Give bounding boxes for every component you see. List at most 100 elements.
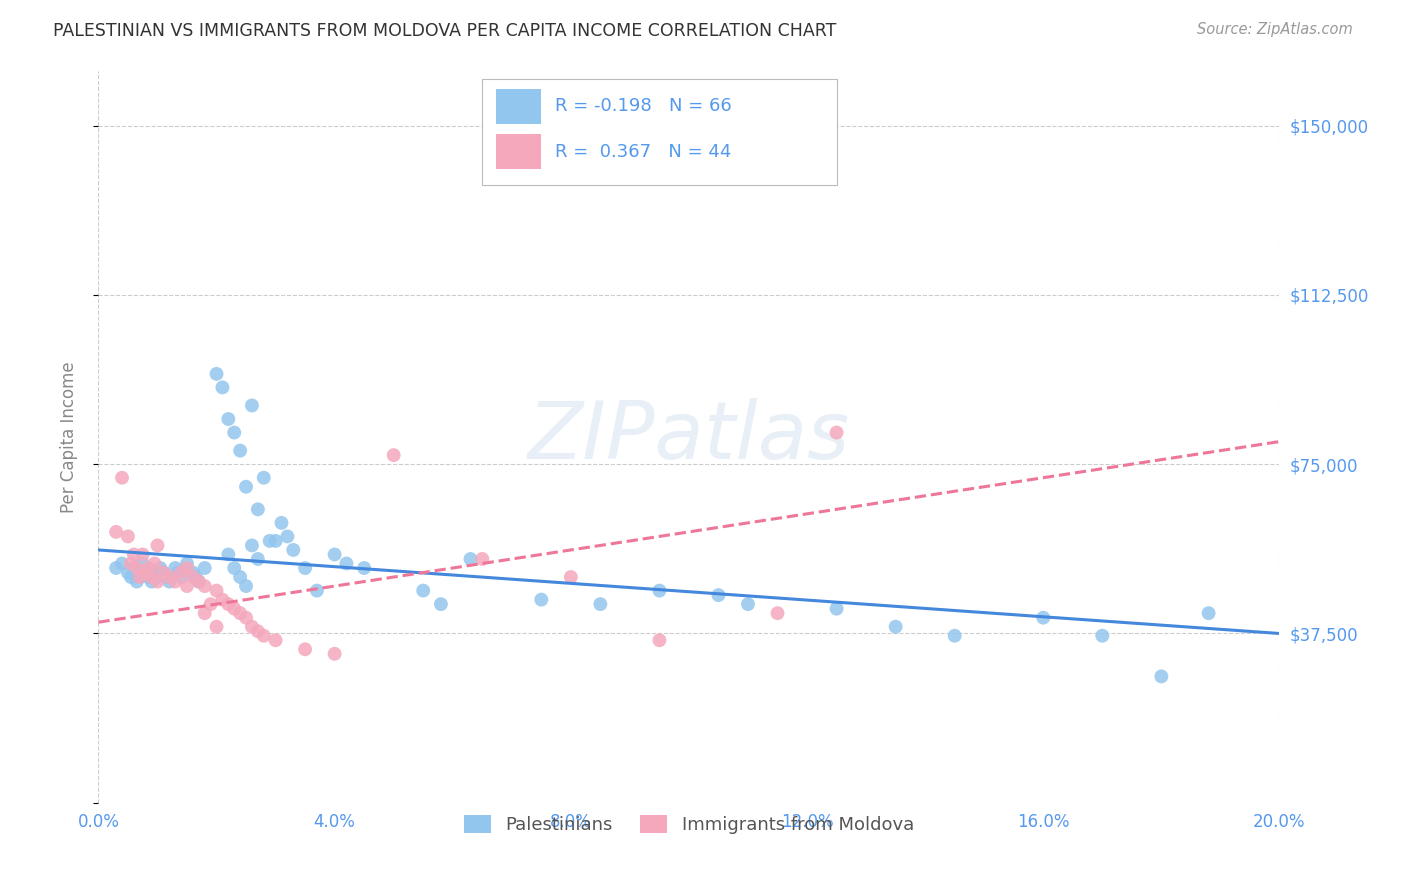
Point — [170, 570, 193, 584]
Point — [224, 425, 246, 440]
Point — [240, 620, 263, 634]
Point — [184, 570, 207, 584]
Point — [707, 588, 730, 602]
Point — [122, 548, 145, 562]
Point — [155, 570, 177, 584]
Point — [181, 566, 204, 580]
Point — [170, 566, 193, 580]
Point — [143, 557, 166, 571]
Point — [283, 543, 305, 558]
Point — [471, 552, 494, 566]
Point — [335, 557, 357, 571]
Point — [240, 538, 263, 552]
Text: ZIPatlas: ZIPatlas — [527, 398, 851, 476]
Point — [138, 561, 160, 575]
Point — [157, 574, 180, 589]
Point — [884, 620, 907, 634]
Point — [125, 574, 148, 589]
Text: PALESTINIAN VS IMMIGRANTS FROM MOLDOVA PER CAPITA INCOME CORRELATION CHART: PALESTINIAN VS IMMIGRANTS FROM MOLDOVA P… — [53, 22, 837, 40]
Point — [105, 524, 128, 539]
Point — [825, 601, 848, 615]
Point — [235, 579, 257, 593]
Point — [125, 561, 148, 575]
Point — [1198, 606, 1220, 620]
Point — [187, 574, 209, 589]
Point — [224, 561, 246, 575]
Point — [194, 606, 217, 620]
Point — [1091, 629, 1114, 643]
Point — [128, 570, 150, 584]
Text: R =  0.367   N = 44: R = 0.367 N = 44 — [555, 143, 733, 161]
Point — [152, 566, 174, 580]
FancyBboxPatch shape — [496, 89, 541, 124]
FancyBboxPatch shape — [482, 78, 837, 185]
Point — [253, 629, 276, 643]
Point — [229, 443, 252, 458]
Point — [430, 597, 453, 611]
Point — [181, 570, 204, 584]
Point — [560, 570, 582, 584]
Point — [132, 557, 155, 571]
Point — [141, 570, 163, 584]
Point — [235, 480, 257, 494]
Point — [157, 570, 180, 584]
Point — [294, 561, 316, 575]
Point — [205, 583, 228, 598]
Point — [111, 471, 134, 485]
Point — [353, 561, 375, 575]
Point — [132, 548, 155, 562]
Point — [146, 538, 169, 552]
Legend: Palestinians, Immigrants from Moldova: Palestinians, Immigrants from Moldova — [457, 807, 921, 841]
Point — [460, 552, 482, 566]
Point — [135, 566, 157, 580]
Point — [737, 597, 759, 611]
Point — [229, 606, 252, 620]
Point — [135, 566, 157, 580]
Point — [246, 502, 269, 516]
Point — [120, 570, 142, 584]
Text: Source: ZipAtlas.com: Source: ZipAtlas.com — [1197, 22, 1353, 37]
Point — [240, 399, 263, 413]
Point — [117, 529, 139, 543]
Point — [211, 592, 233, 607]
Point — [105, 561, 128, 575]
Point — [259, 533, 281, 548]
Y-axis label: Per Capita Income: Per Capita Income — [59, 361, 77, 513]
Point — [217, 548, 239, 562]
Point — [152, 566, 174, 580]
Point — [224, 601, 246, 615]
Point — [146, 570, 169, 584]
Point — [246, 552, 269, 566]
Point — [1150, 669, 1173, 683]
Point — [323, 647, 346, 661]
Point — [194, 579, 217, 593]
Point — [146, 574, 169, 589]
Point — [276, 529, 298, 543]
Point — [194, 561, 217, 575]
Point — [253, 471, 276, 485]
Point — [648, 633, 671, 648]
Point — [1032, 610, 1054, 624]
FancyBboxPatch shape — [496, 135, 541, 169]
Point — [530, 592, 553, 607]
Point — [117, 566, 139, 580]
Point — [205, 367, 228, 381]
Point — [648, 583, 671, 598]
Point — [382, 448, 405, 462]
Text: R = -0.198   N = 66: R = -0.198 N = 66 — [555, 97, 733, 115]
Point — [111, 557, 134, 571]
Point — [176, 557, 198, 571]
Point — [200, 597, 222, 611]
Point — [323, 548, 346, 562]
Point — [165, 561, 187, 575]
Point — [825, 425, 848, 440]
Point — [412, 583, 434, 598]
Point — [138, 570, 160, 584]
Point — [305, 583, 328, 598]
Point — [589, 597, 612, 611]
Point — [176, 579, 198, 593]
Point — [943, 629, 966, 643]
Point — [229, 570, 252, 584]
Point — [122, 561, 145, 575]
Point — [246, 624, 269, 639]
